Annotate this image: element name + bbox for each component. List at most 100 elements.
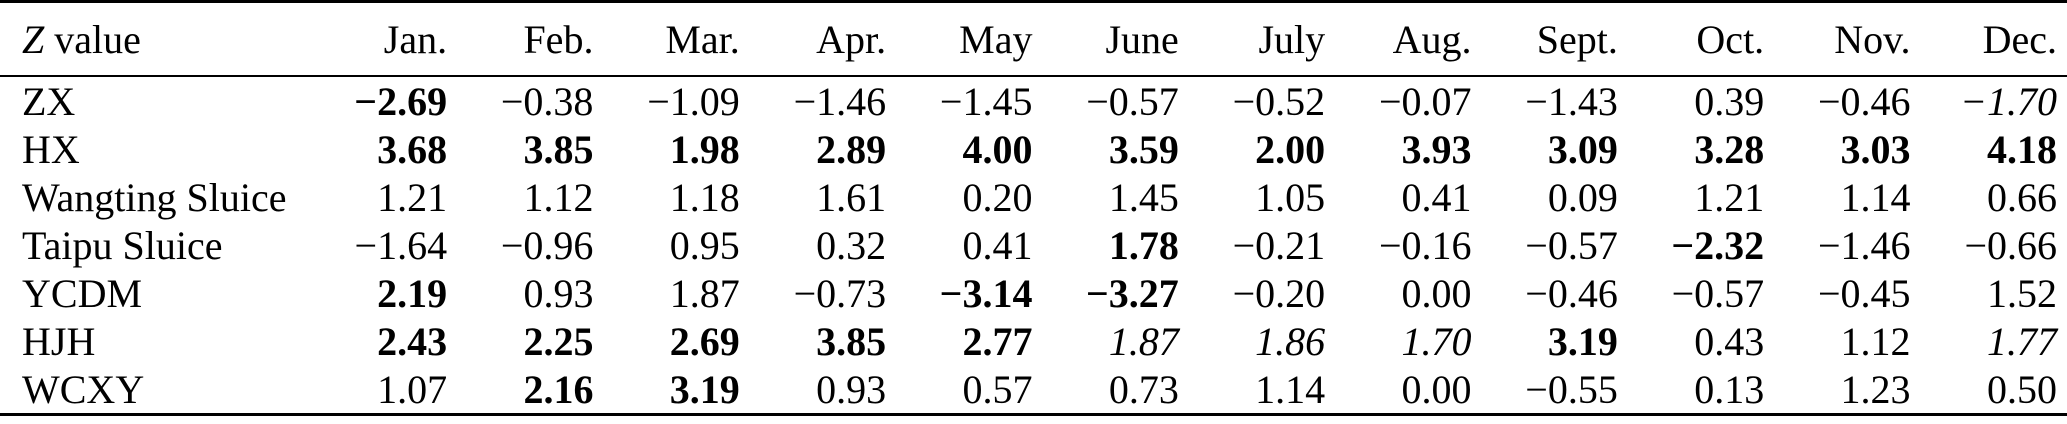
z-value-cell: 1.87: [669, 270, 740, 316]
z-value-cell: 1.61: [816, 174, 887, 220]
z-value-cell: −0.16: [1378, 222, 1472, 268]
z-value-cell: 0.20: [962, 174, 1033, 220]
z-value-cell: 3.03: [1840, 126, 1911, 172]
z-value-cell: −1.46: [1817, 222, 1911, 268]
z-value-cell: 1.14: [1840, 174, 1911, 220]
z-symbol: Z: [22, 16, 45, 62]
z-value-cell: −0.57: [1525, 222, 1618, 268]
table-row: HJH 2.43 2.25 2.69 3.85 2.77 1.87 1.86 1.70 3.19 0…: [0, 317, 2067, 365]
table-row: Taipu Sluice −1.64 −0.96 0.95 0.32 0.41 1.78 −0…: [0, 221, 2067, 269]
z-value-cell: −0.07: [1378, 78, 1472, 124]
z-value-cell: 1.77: [1987, 318, 2057, 364]
z-value-cell: 1.45: [1108, 174, 1179, 220]
z-value-cell: 0.43: [1694, 318, 1765, 364]
z-value-cell: 0.41: [1401, 174, 1472, 220]
month-column-header: Sept.: [1536, 16, 1618, 62]
corner-header: Z value: [0, 2, 311, 77]
z-value-cell: −0.21: [1232, 222, 1326, 268]
z-value-cell: 4.00: [962, 126, 1033, 172]
z-value-cell: 1.07: [377, 366, 448, 412]
z-value-cell: 1.98: [669, 126, 740, 172]
month-column-header: Jan.: [383, 16, 448, 62]
z-value-cell: −0.45: [1817, 270, 1911, 316]
table-row: HX 3.68 3.85 1.98 2.89 4.00 3.59 2.00 3.93 3.09 3.…: [0, 125, 2067, 173]
z-value-cell: 3.59: [1108, 126, 1179, 172]
z-value-cell: −1.46: [793, 78, 887, 124]
z-value-cell: −0.46: [1525, 270, 1618, 316]
z-value-cell: 3.09: [1547, 126, 1618, 172]
z-value-cell: −0.73: [793, 270, 887, 316]
z-value-cell: 1.21: [377, 174, 448, 220]
z-value-cell: 2.77: [962, 318, 1033, 364]
z-value-cell: 1.70: [1401, 318, 1472, 364]
z-value-cell: 1.18: [669, 174, 740, 220]
z-value-cell: −0.52: [1232, 78, 1326, 124]
z-value-cell: 1.12: [523, 174, 594, 220]
station-label: ZX: [22, 78, 76, 124]
z-value-cell: 1.12: [1840, 318, 1911, 364]
z-value-cell: −0.55: [1525, 366, 1618, 412]
z-value-cell: 1.23: [1840, 366, 1911, 412]
station-label: HJH: [22, 318, 96, 364]
z-value-cell: 2.16: [523, 366, 594, 412]
z-value-cell: −2.32: [1671, 222, 1765, 268]
z-value-cell: 2.43: [377, 318, 448, 364]
z-value-cell: 2.89: [816, 126, 887, 172]
z-value-cell: 0.57: [962, 366, 1033, 412]
z-value-cell: −0.96: [500, 222, 594, 268]
header-row: Z value Jan. Feb. Mar. Apr. May June July Aug. Se…: [0, 2, 2067, 77]
table-row: ZX −2.69 −0.38 −1.09 −1.46 −1.45 −0.57 −0.52 −0.…: [0, 76, 2067, 125]
z-value-cell: 3.19: [669, 366, 740, 412]
z-value-cell: 3.68: [377, 126, 448, 172]
station-label: Wangting Sluice: [22, 174, 287, 220]
z-value-cell: 0.73: [1108, 366, 1179, 412]
z-value-cell: 0.32: [816, 222, 887, 268]
z-value-cell: −1.09: [647, 78, 740, 124]
z-value-cell: 0.50: [1987, 366, 2057, 412]
month-column-header: Nov.: [1834, 16, 1911, 62]
z-value-cell: 1.52: [1987, 270, 2057, 316]
z-value-cell: 3.19: [1547, 318, 1618, 364]
z-value-cell: 3.93: [1401, 126, 1472, 172]
month-column-header: Feb.: [523, 16, 594, 62]
z-value-cell: 1.86: [1255, 318, 1326, 364]
z-value-cell: −0.66: [1964, 222, 2057, 268]
z-value-cell: −1.70: [1960, 78, 2057, 124]
month-column-header: June: [1105, 16, 1179, 62]
z-value-cell: −0.38: [500, 78, 594, 124]
z-value-cell: 0.39: [1694, 78, 1765, 124]
table-body: ZX −2.69 −0.38 −1.09 −1.46 −1.45 −0.57 −0.52 −0.…: [0, 76, 2067, 415]
z-value-cell: −2.69: [354, 78, 448, 124]
z-value-cell: 0.93: [816, 366, 887, 412]
month-column-header: Mar.: [665, 16, 740, 62]
z-value-cell: −1.45: [939, 78, 1033, 124]
z-value-cell: 3.85: [816, 318, 887, 364]
table-row: Wangting Sluice 1.21 1.12 1.18 1.61 0.20 1.45 1…: [0, 173, 2067, 221]
z-value-cell: −1.64: [354, 222, 448, 268]
station-label: YCDM: [22, 270, 143, 316]
z-value-cell: 3.85: [523, 126, 594, 172]
z-value-cell: 1.87: [1108, 318, 1179, 364]
table-row: WCXY 1.07 2.16 3.19 0.93 0.57 0.73 1.14 0.00 −0.5…: [0, 365, 2067, 415]
month-column-header: Aug.: [1392, 16, 1472, 62]
z-value-cell: 0.09: [1547, 174, 1618, 220]
z-value-cell: 1.78: [1108, 222, 1179, 268]
z-value-cell: 2.69: [669, 318, 740, 364]
month-column-header: May: [959, 16, 1033, 62]
z-value-cell: 0.00: [1401, 270, 1472, 316]
station-label: HX: [22, 126, 80, 172]
z-value-cell: −3.14: [939, 270, 1033, 316]
month-column-header: Apr.: [816, 16, 887, 62]
z-value-cell: −0.46: [1817, 78, 1911, 124]
z-value-cell: −0.20: [1232, 270, 1326, 316]
station-label: Taipu Sluice: [22, 222, 223, 268]
month-column-header: July: [1258, 16, 1326, 62]
table-row: YCDM 2.19 0.93 1.87 −0.73 −3.14 −3.27 −0.20 0.00…: [0, 269, 2067, 317]
z-value-cell: 2.25: [523, 318, 594, 364]
z-value-cell: 2.19: [377, 270, 448, 316]
month-column-header: Oct.: [1696, 16, 1765, 62]
z-value-cell: 3.28: [1694, 126, 1765, 172]
z-value-cell: 1.14: [1255, 366, 1326, 412]
